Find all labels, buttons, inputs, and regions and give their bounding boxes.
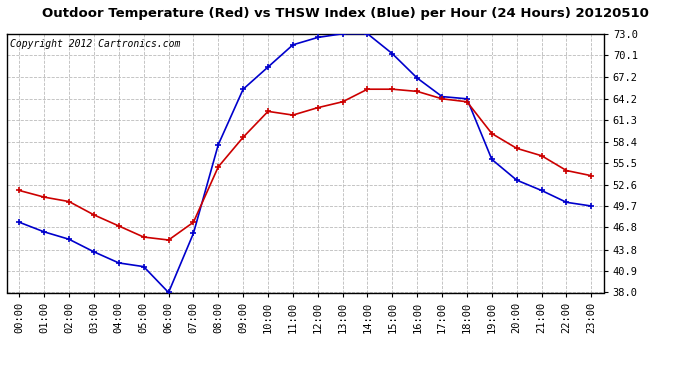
Text: Copyright 2012 Cartronics.com: Copyright 2012 Cartronics.com — [10, 39, 180, 49]
Text: Outdoor Temperature (Red) vs THSW Index (Blue) per Hour (24 Hours) 20120510: Outdoor Temperature (Red) vs THSW Index … — [41, 8, 649, 21]
